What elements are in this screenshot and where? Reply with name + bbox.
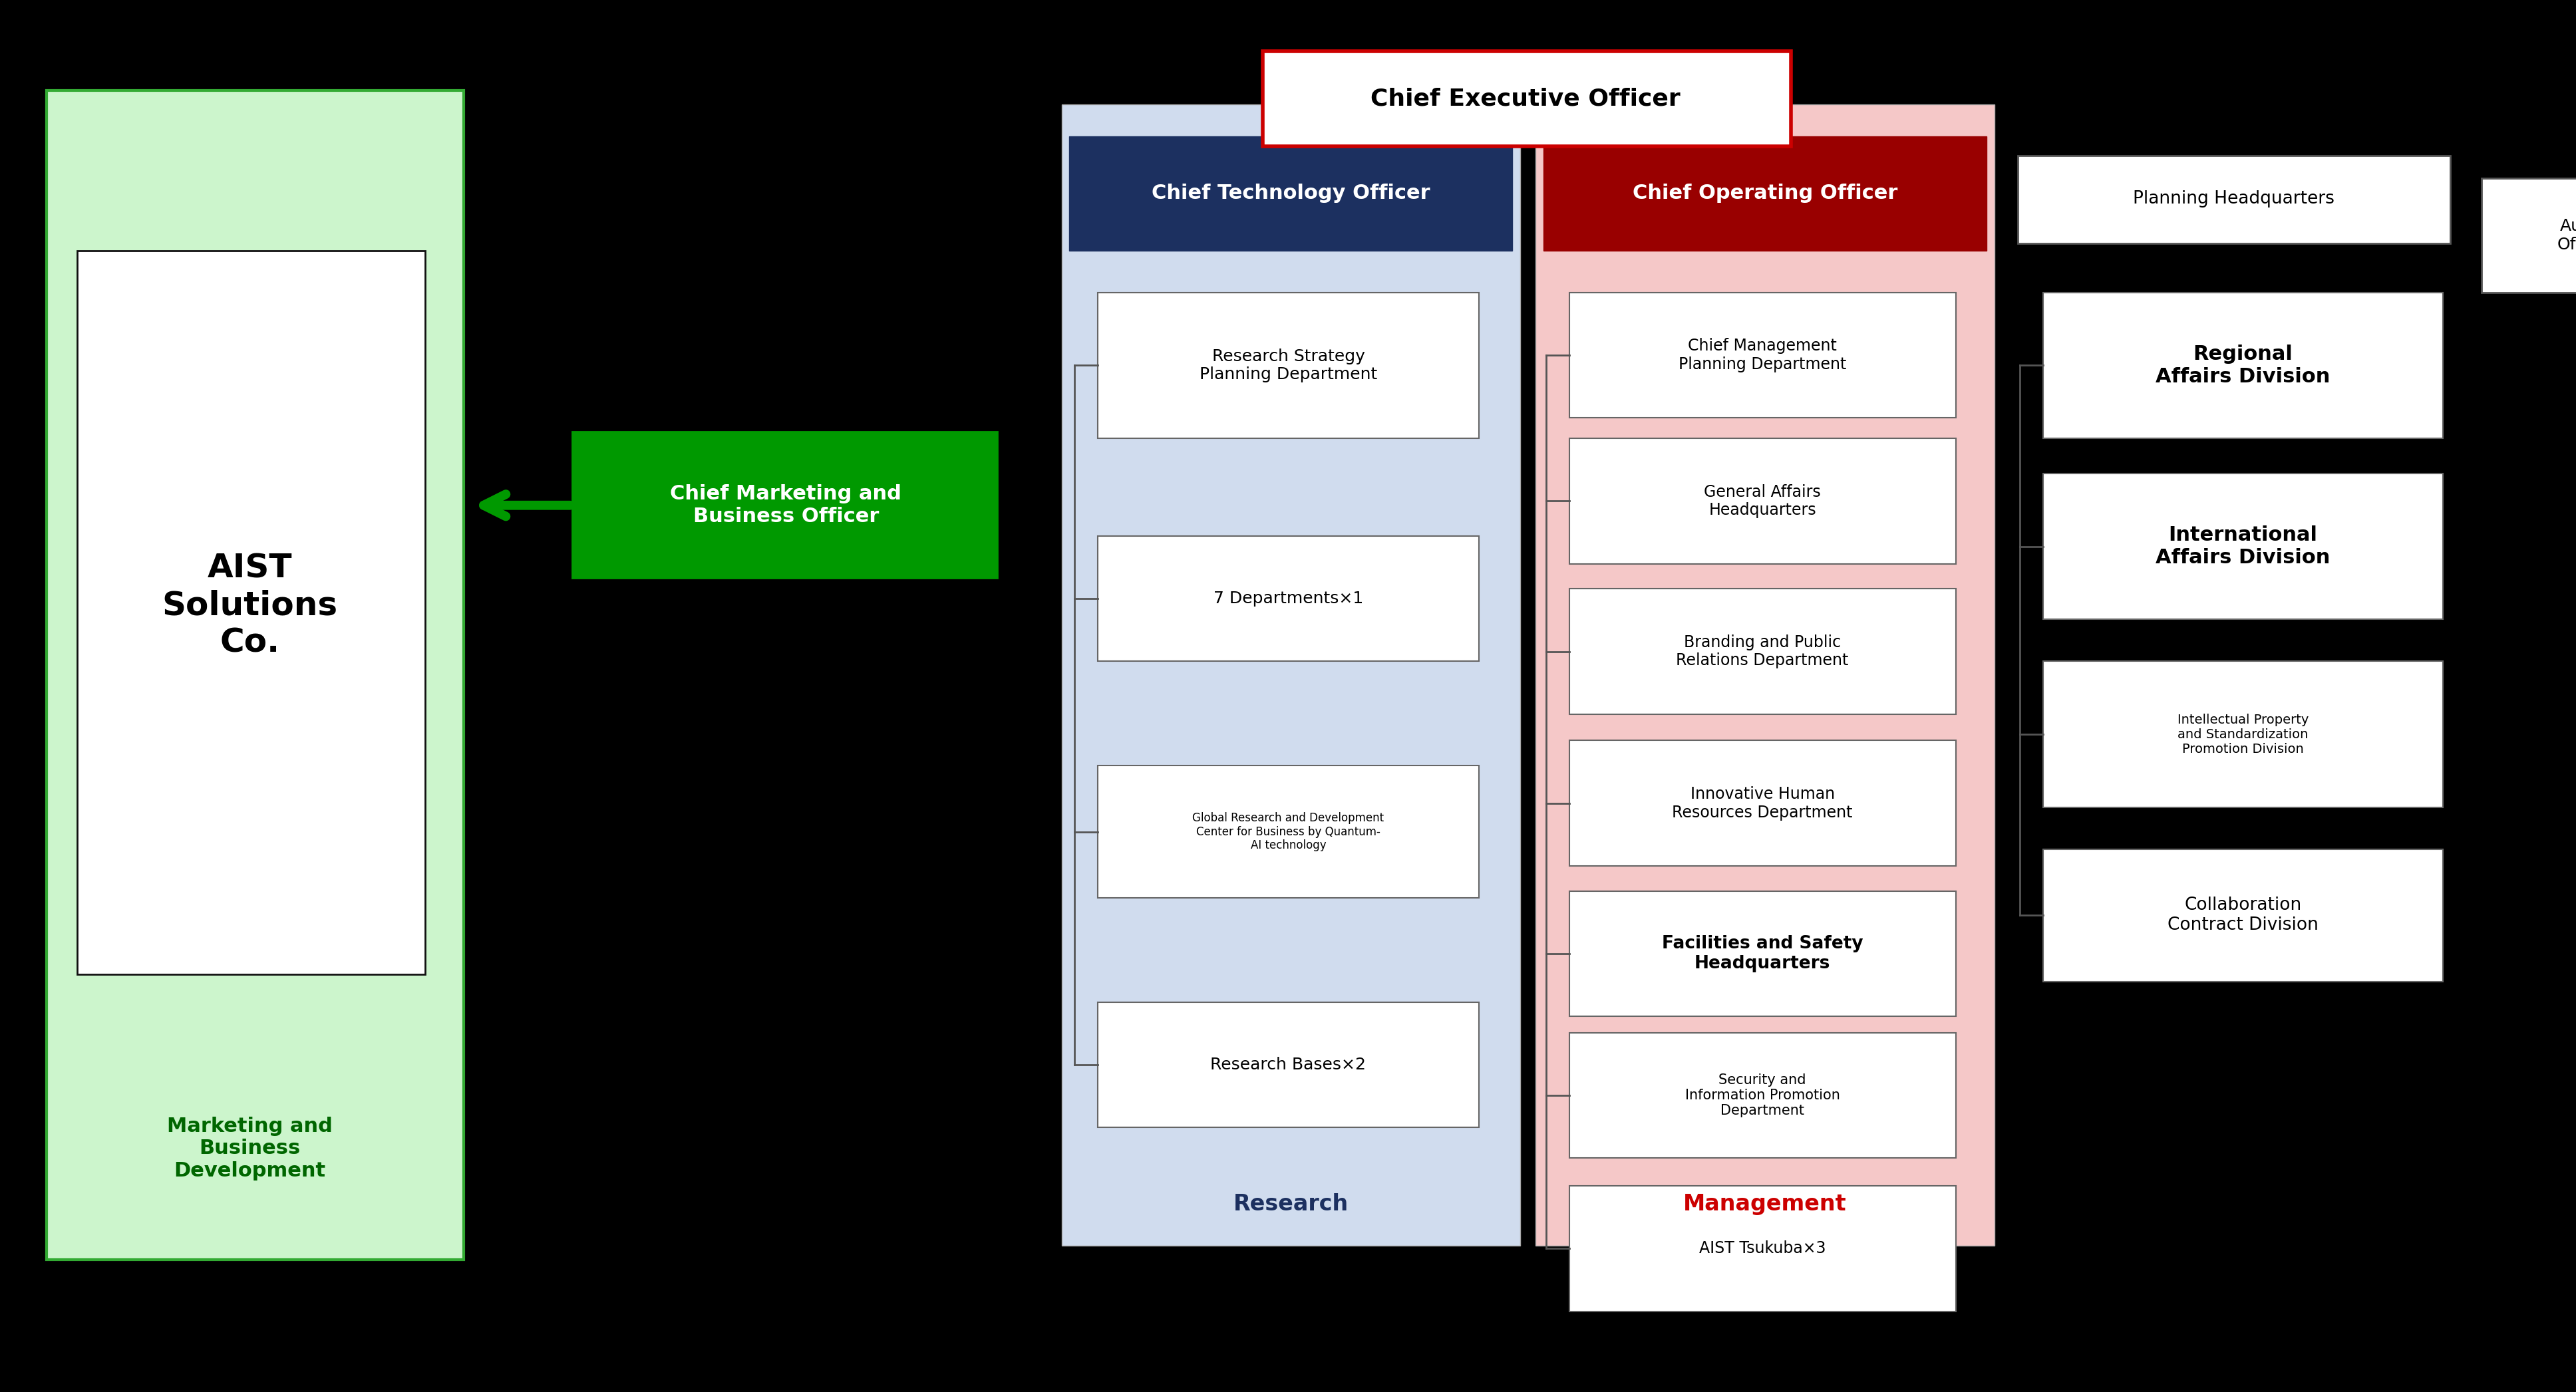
Text: Chief Executive Officer: Chief Executive Officer — [1370, 88, 1680, 110]
Text: Planning Headquarters: Planning Headquarters — [2133, 191, 2334, 207]
Bar — [1097, 766, 1479, 898]
Bar — [2043, 473, 2442, 619]
Bar — [1061, 104, 1520, 1246]
Bar — [1543, 136, 1986, 251]
Text: 7 Departments×1: 7 Departments×1 — [1213, 590, 1363, 607]
Text: Global Research and Development
Center for Business by Quantum-
AI technology: Global Research and Development Center f… — [1193, 812, 1383, 852]
Bar — [1569, 292, 1955, 418]
Bar — [2043, 849, 2442, 981]
Bar — [1535, 104, 1994, 1246]
Text: Chief Operating Officer: Chief Operating Officer — [1633, 184, 1896, 203]
Text: General Affairs
Headquarters: General Affairs Headquarters — [1703, 484, 1821, 518]
Text: Research Strategy
Planning Department: Research Strategy Planning Department — [1198, 348, 1378, 383]
Bar — [572, 432, 997, 578]
Text: Branding and Public
Relations Department: Branding and Public Relations Department — [1677, 635, 1847, 668]
Bar — [1097, 536, 1479, 661]
Text: Regional
Affairs Division: Regional Affairs Division — [2156, 345, 2329, 386]
Text: AIST Tsukuba×3: AIST Tsukuba×3 — [1698, 1240, 1826, 1257]
Bar — [2481, 178, 2576, 292]
Bar — [1569, 438, 1955, 564]
Text: Chief Marketing and
Business Officer: Chief Marketing and Business Officer — [670, 484, 902, 526]
Bar — [1569, 589, 1955, 714]
Text: Security and
Information Promotion
Department: Security and Information Promotion Depar… — [1685, 1073, 1839, 1118]
Bar — [77, 251, 425, 974]
Text: Research Bases×2: Research Bases×2 — [1211, 1057, 1365, 1073]
Bar — [2043, 292, 2442, 438]
Text: Research: Research — [1234, 1193, 1347, 1215]
Bar — [46, 90, 464, 1260]
Bar — [1569, 1186, 1955, 1311]
Text: Facilities and Safety
Headquarters: Facilities and Safety Headquarters — [1662, 935, 1862, 972]
Bar — [1569, 741, 1955, 866]
Bar — [1097, 1002, 1479, 1128]
Bar — [1069, 136, 1512, 251]
Text: Marketing and
Business
Development: Marketing and Business Development — [167, 1116, 332, 1180]
Text: International
Affairs Division: International Affairs Division — [2156, 526, 2329, 567]
Bar — [2043, 661, 2442, 807]
Bar — [1262, 52, 1790, 146]
Text: Chief Technology Officer: Chief Technology Officer — [1151, 184, 1430, 203]
Text: Innovative Human
Resources Department: Innovative Human Resources Department — [1672, 786, 1852, 820]
Text: Management: Management — [1682, 1193, 1847, 1215]
Bar — [2017, 156, 2450, 244]
Bar — [1569, 891, 1955, 1016]
Text: Collaboration
Contract Division: Collaboration Contract Division — [2166, 896, 2318, 934]
Text: Audit
Office: Audit Office — [2558, 219, 2576, 252]
Text: AIST
Solutions
Co.: AIST Solutions Co. — [162, 553, 337, 658]
Bar — [1097, 292, 1479, 438]
Text: Intellectual Property
and Standardization
Promotion Division: Intellectual Property and Standardizatio… — [2177, 713, 2308, 756]
Text: Chief Management
Planning Department: Chief Management Planning Department — [1677, 338, 1847, 372]
Bar — [1569, 1033, 1955, 1158]
